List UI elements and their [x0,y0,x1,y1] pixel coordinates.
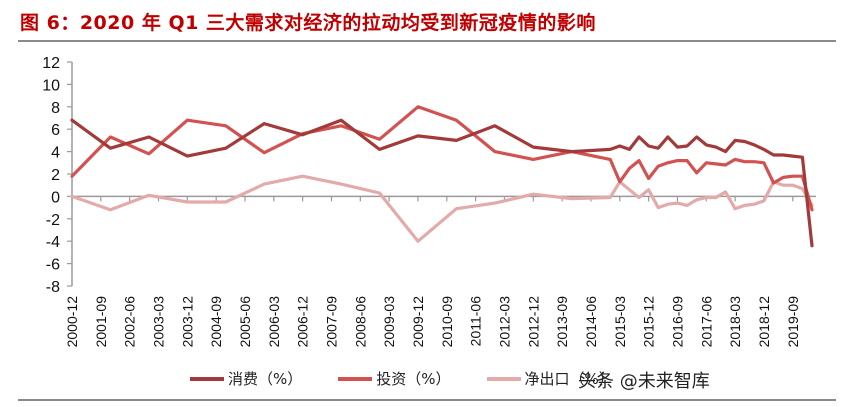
chart-title: 图 6：2020 年 Q1 三大需求对经济的拉动均受到新冠疫情的影响 [20,12,596,34]
x-tick-label: 2018-12 [756,296,772,348]
series-consumption [70,118,814,248]
x-tick-label: 2003-12 [179,296,195,348]
series-investment [70,105,814,212]
x-tick-label: 2015-03 [612,296,628,348]
x-tick-label: 2011-06 [468,296,484,347]
y-tick-label: 8 [51,100,60,117]
bottom-divider [18,399,836,401]
x-tick-label: 2002-06 [122,296,138,348]
y-tick-label: 12 [42,55,60,72]
x-tick-label: 2019-09 [785,296,801,348]
x-tick-label: 2012-12 [525,296,541,348]
x-tick-label: 2017-06 [698,296,714,348]
legend-label: 投资（%） [376,370,451,388]
x-tick-label: 2010-09 [439,296,455,348]
legend-item-net-exports: 净出口（%） [486,368,614,389]
legend-label: 净出口（%） [524,370,614,388]
y-tick-label: -4 [46,234,60,251]
y-tick-label: -6 [46,257,60,274]
legend-swatch-consumption [190,376,224,381]
legend-item-consumption: 消费（%） [190,368,302,389]
x-tick-label: 2007-09 [323,296,339,348]
y-tick-label: 6 [51,122,60,139]
legend-item-investment: 投资（%） [338,368,451,389]
x-tick-label: 2015-12 [641,296,657,348]
series-net-exports [70,174,814,243]
x-tick-label: 2003-03 [150,296,166,348]
y-tick-label: 10 [42,77,60,94]
x-tick-label: 2000-12 [64,296,80,348]
y-tick-label: -8 [46,279,60,296]
x-tick-label: 2013-09 [554,296,570,348]
x-tick-label: 2009-12 [410,296,426,348]
legend-swatch-investment [338,376,373,381]
legend-label: 消费（%） [228,370,303,388]
x-tick-label: 2005-06 [237,296,253,348]
x-tick-label: 2001-09 [93,296,109,348]
x-tick-label: 2008-06 [352,296,368,348]
x-tick-label: 2006-03 [266,296,282,348]
watermark: 头条 @未来智库 [578,371,710,392]
legend-swatch-net-exports [486,376,521,381]
x-tick-label: 2018-03 [727,296,743,348]
x-tick-label: 2004-09 [208,296,224,348]
top-divider [18,40,836,42]
x-tick-label: 2014-06 [583,296,599,348]
y-tick-label: 4 [51,145,60,162]
x-tick-label: 2016-09 [669,296,685,348]
x-tick-label: 2012-03 [496,296,512,348]
y-tick-label: 2 [51,167,60,184]
y-tick-label: 0 [51,189,60,206]
x-tick-label: 2006-12 [295,296,311,348]
legend: 消费（%） 投资（%） 净出口（%） [190,368,650,389]
x-tick-label: 2009-03 [381,296,397,348]
y-tick-label: -2 [46,212,60,229]
